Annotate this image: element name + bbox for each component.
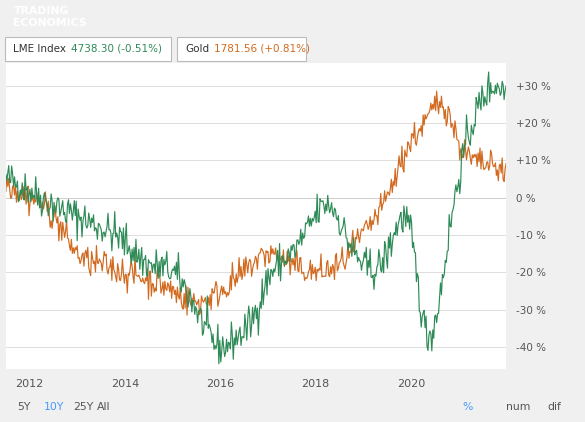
Text: TRADING
ECONOMICS: TRADING ECONOMICS (13, 5, 87, 28)
Text: LME Index: LME Index (13, 44, 66, 54)
Text: %: % (462, 402, 473, 412)
Text: dif: dif (547, 402, 561, 412)
Text: num: num (506, 402, 531, 412)
Text: All: All (97, 402, 110, 412)
Text: 10Y: 10Y (44, 402, 64, 412)
FancyBboxPatch shape (177, 38, 306, 61)
Text: Gold: Gold (185, 44, 209, 54)
Text: 1781.56 (+0.81%): 1781.56 (+0.81%) (214, 44, 309, 54)
Text: 4738.30 (-0.51%): 4738.30 (-0.51%) (71, 44, 163, 54)
FancyBboxPatch shape (5, 38, 171, 61)
Text: 25Y: 25Y (73, 402, 94, 412)
Text: 5Y: 5Y (18, 402, 31, 412)
